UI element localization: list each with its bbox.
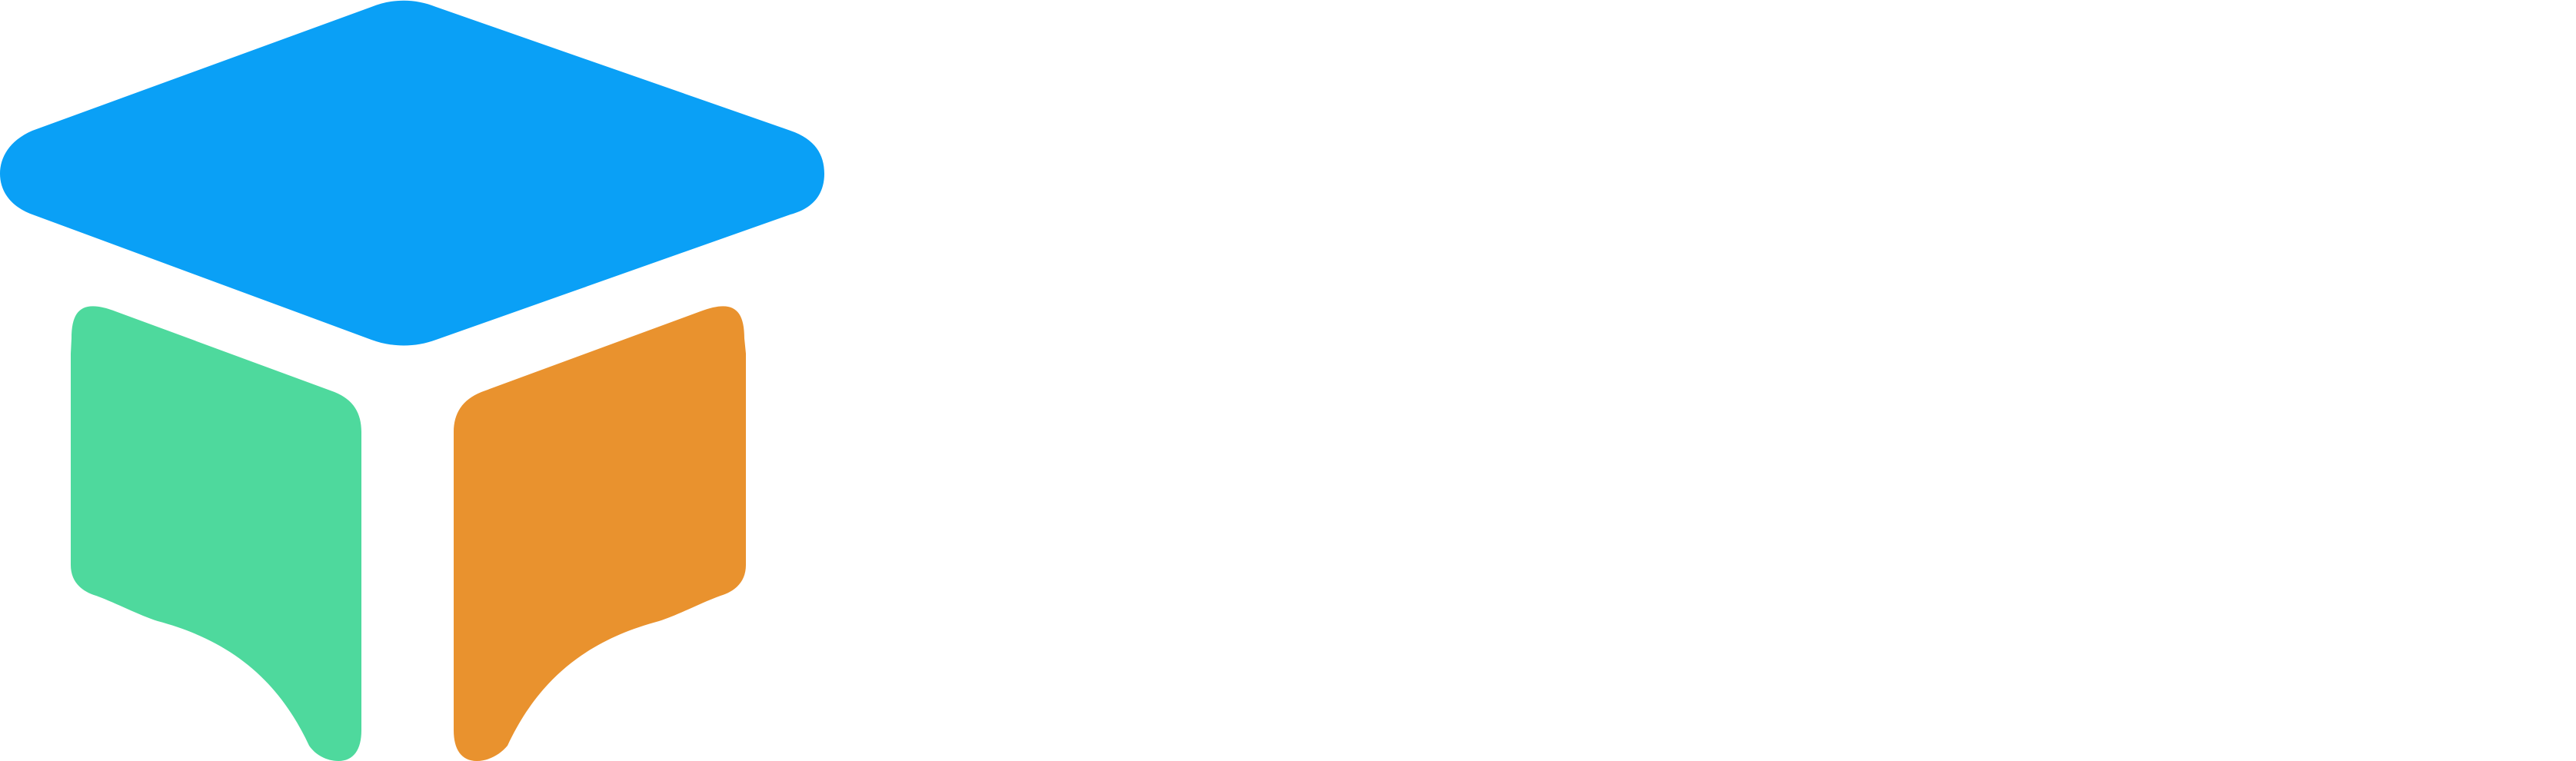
logo-mark xyxy=(0,0,827,761)
open-book-graduation-cap-icon xyxy=(0,0,824,761)
right-page-shape xyxy=(454,306,746,761)
blank-space xyxy=(827,0,2576,761)
cap-shape xyxy=(0,0,824,346)
left-page-shape xyxy=(71,306,361,761)
